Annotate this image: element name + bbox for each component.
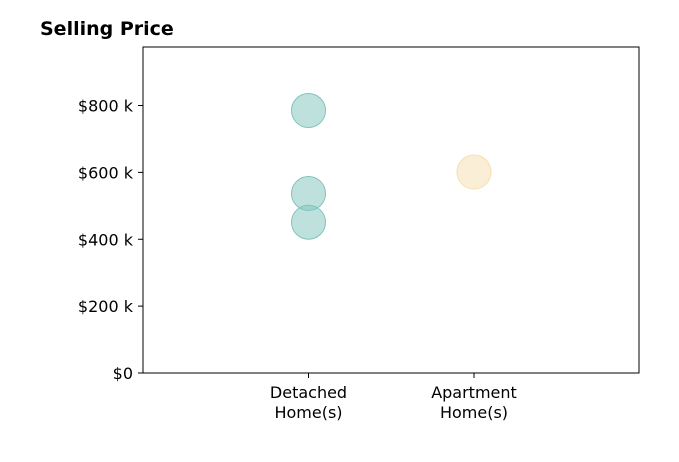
y-tick-label: $800 k	[78, 97, 134, 116]
y-axis: $0 $200 k $400 k $600 k $800 k	[78, 97, 143, 383]
scatter-point	[291, 93, 326, 129]
y-tick-label: $0	[113, 364, 133, 383]
chart-title: Selling Price	[40, 18, 174, 40]
scatter-point	[291, 204, 326, 240]
scatter-point	[456, 154, 492, 190]
x-tick-label: Home(s)	[440, 403, 508, 422]
y-tick-label: $200 k	[78, 297, 134, 316]
plot-marks	[291, 93, 492, 240]
y-tick-label: $600 k	[78, 163, 134, 182]
x-tick-label: Detached	[270, 383, 347, 402]
x-tick-label: Home(s)	[274, 403, 342, 422]
x-tick-label: Apartment	[431, 383, 517, 402]
y-tick-label: $400 k	[78, 230, 134, 249]
plot-frame	[142, 46, 640, 374]
